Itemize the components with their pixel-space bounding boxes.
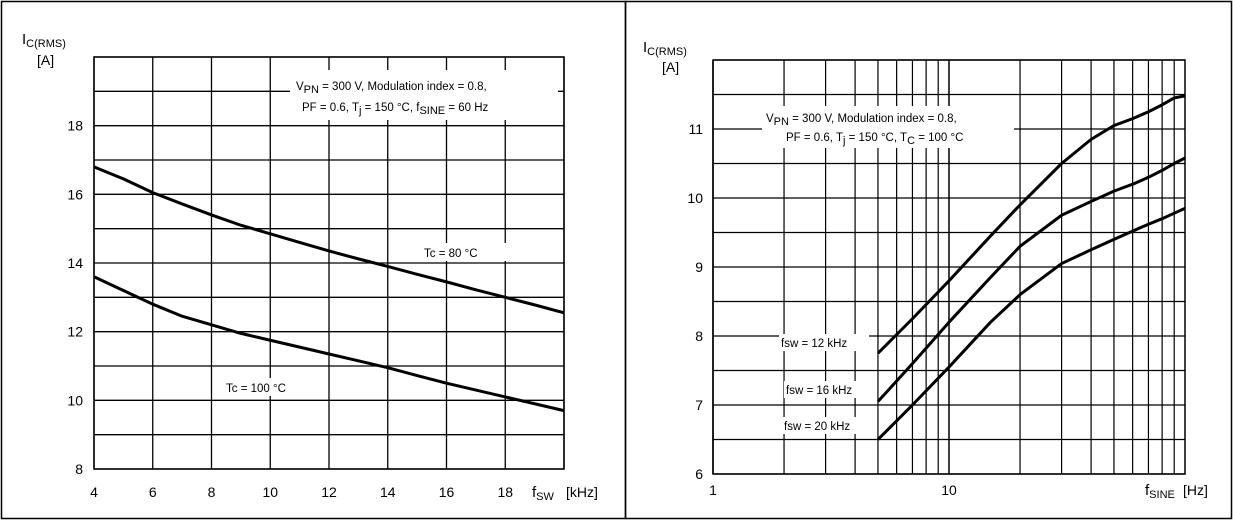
y-tick-label: 12 — [67, 324, 83, 340]
x-tick-label: 4 — [90, 484, 98, 500]
y-tick-label: 16 — [67, 186, 83, 202]
series-label-2: fsw = 16 kHz — [786, 385, 852, 397]
series-line-3 — [876, 206, 1186, 441]
x-axis-label: fSW — [532, 484, 555, 503]
y-tick-label: 9 — [695, 259, 703, 275]
series-line-1 — [93, 165, 565, 315]
y-axis-label: IC(RMS) — [643, 39, 687, 58]
y-tick-label: 11 — [688, 121, 703, 137]
y-axis-unit: [A] — [37, 52, 54, 68]
y-tick-label: 10 — [67, 392, 83, 408]
y-tick-label: 10 — [687, 190, 703, 206]
chart-ic-vs-fsine: VPN = 300 V, Modulation index = 0.8, PF =… — [643, 39, 1208, 501]
plot-frame — [93, 56, 565, 470]
conditions-box — [762, 106, 1014, 148]
series-line-2 — [93, 275, 565, 413]
series-label-bg — [420, 243, 506, 261]
conditions-line-2: PF = 0.6, Tj = 150 °C, fSINE = 60 Hz — [302, 102, 489, 117]
conditions-line-2: PF = 0.6, Tj = 150 °C, TC = 100 °C — [786, 132, 963, 147]
series-label-1: Tc = 80 °C — [424, 248, 478, 260]
y-tick-label: 8 — [695, 328, 703, 344]
series-label-1: fsw = 12 kHz — [781, 338, 847, 350]
x-tick-label: 1 — [709, 482, 717, 498]
plot-frame — [712, 59, 1186, 475]
conditions-line-1: VPN = 300 V, Modulation index = 0.8, — [766, 113, 957, 128]
right-panel-frame — [624, 0, 1233, 520]
series-label-bg — [779, 334, 869, 351]
x-tick-label: 8 — [208, 484, 216, 500]
x-axis-unit: [Hz] — [1183, 482, 1208, 498]
y-axis-unit: [A] — [662, 59, 679, 75]
series-label-bg — [782, 417, 872, 434]
x-tick-label: 6 — [149, 484, 157, 500]
series-line-1 — [876, 94, 1186, 355]
x-tick-label: 12 — [321, 484, 337, 500]
series-label-2: Tc = 100 °C — [226, 383, 286, 395]
y-tick-label: 7 — [695, 397, 703, 413]
x-axis-unit: [kHz] — [566, 484, 598, 500]
y-axis-label: IC(RMS) — [22, 31, 66, 50]
conditions-line-1: VPN = 300 V, Modulation index = 0.8, — [296, 81, 487, 96]
series-label-bg — [784, 381, 872, 398]
x-tick-label: 14 — [380, 484, 396, 500]
y-tick-label: 18 — [67, 118, 83, 134]
x-axis-label: fSINE — [1145, 482, 1175, 501]
chart-ic-vs-fsw: VPN = 300 V, Modulation index = 0.8, PF =… — [22, 31, 598, 503]
y-tick-label: 8 — [75, 461, 83, 477]
x-tick-label: 16 — [439, 484, 455, 500]
x-tick-label: 18 — [497, 484, 513, 500]
y-tick-label: 14 — [67, 255, 83, 271]
series-line-2 — [876, 156, 1186, 403]
conditions-box — [290, 70, 558, 120]
x-tick-label: 10 — [941, 482, 957, 498]
y-tick-label: 6 — [695, 466, 703, 482]
series-label-3: fsw = 20 kHz — [784, 421, 850, 433]
x-tick-label: 10 — [262, 484, 278, 500]
series-label-bg — [214, 378, 320, 396]
